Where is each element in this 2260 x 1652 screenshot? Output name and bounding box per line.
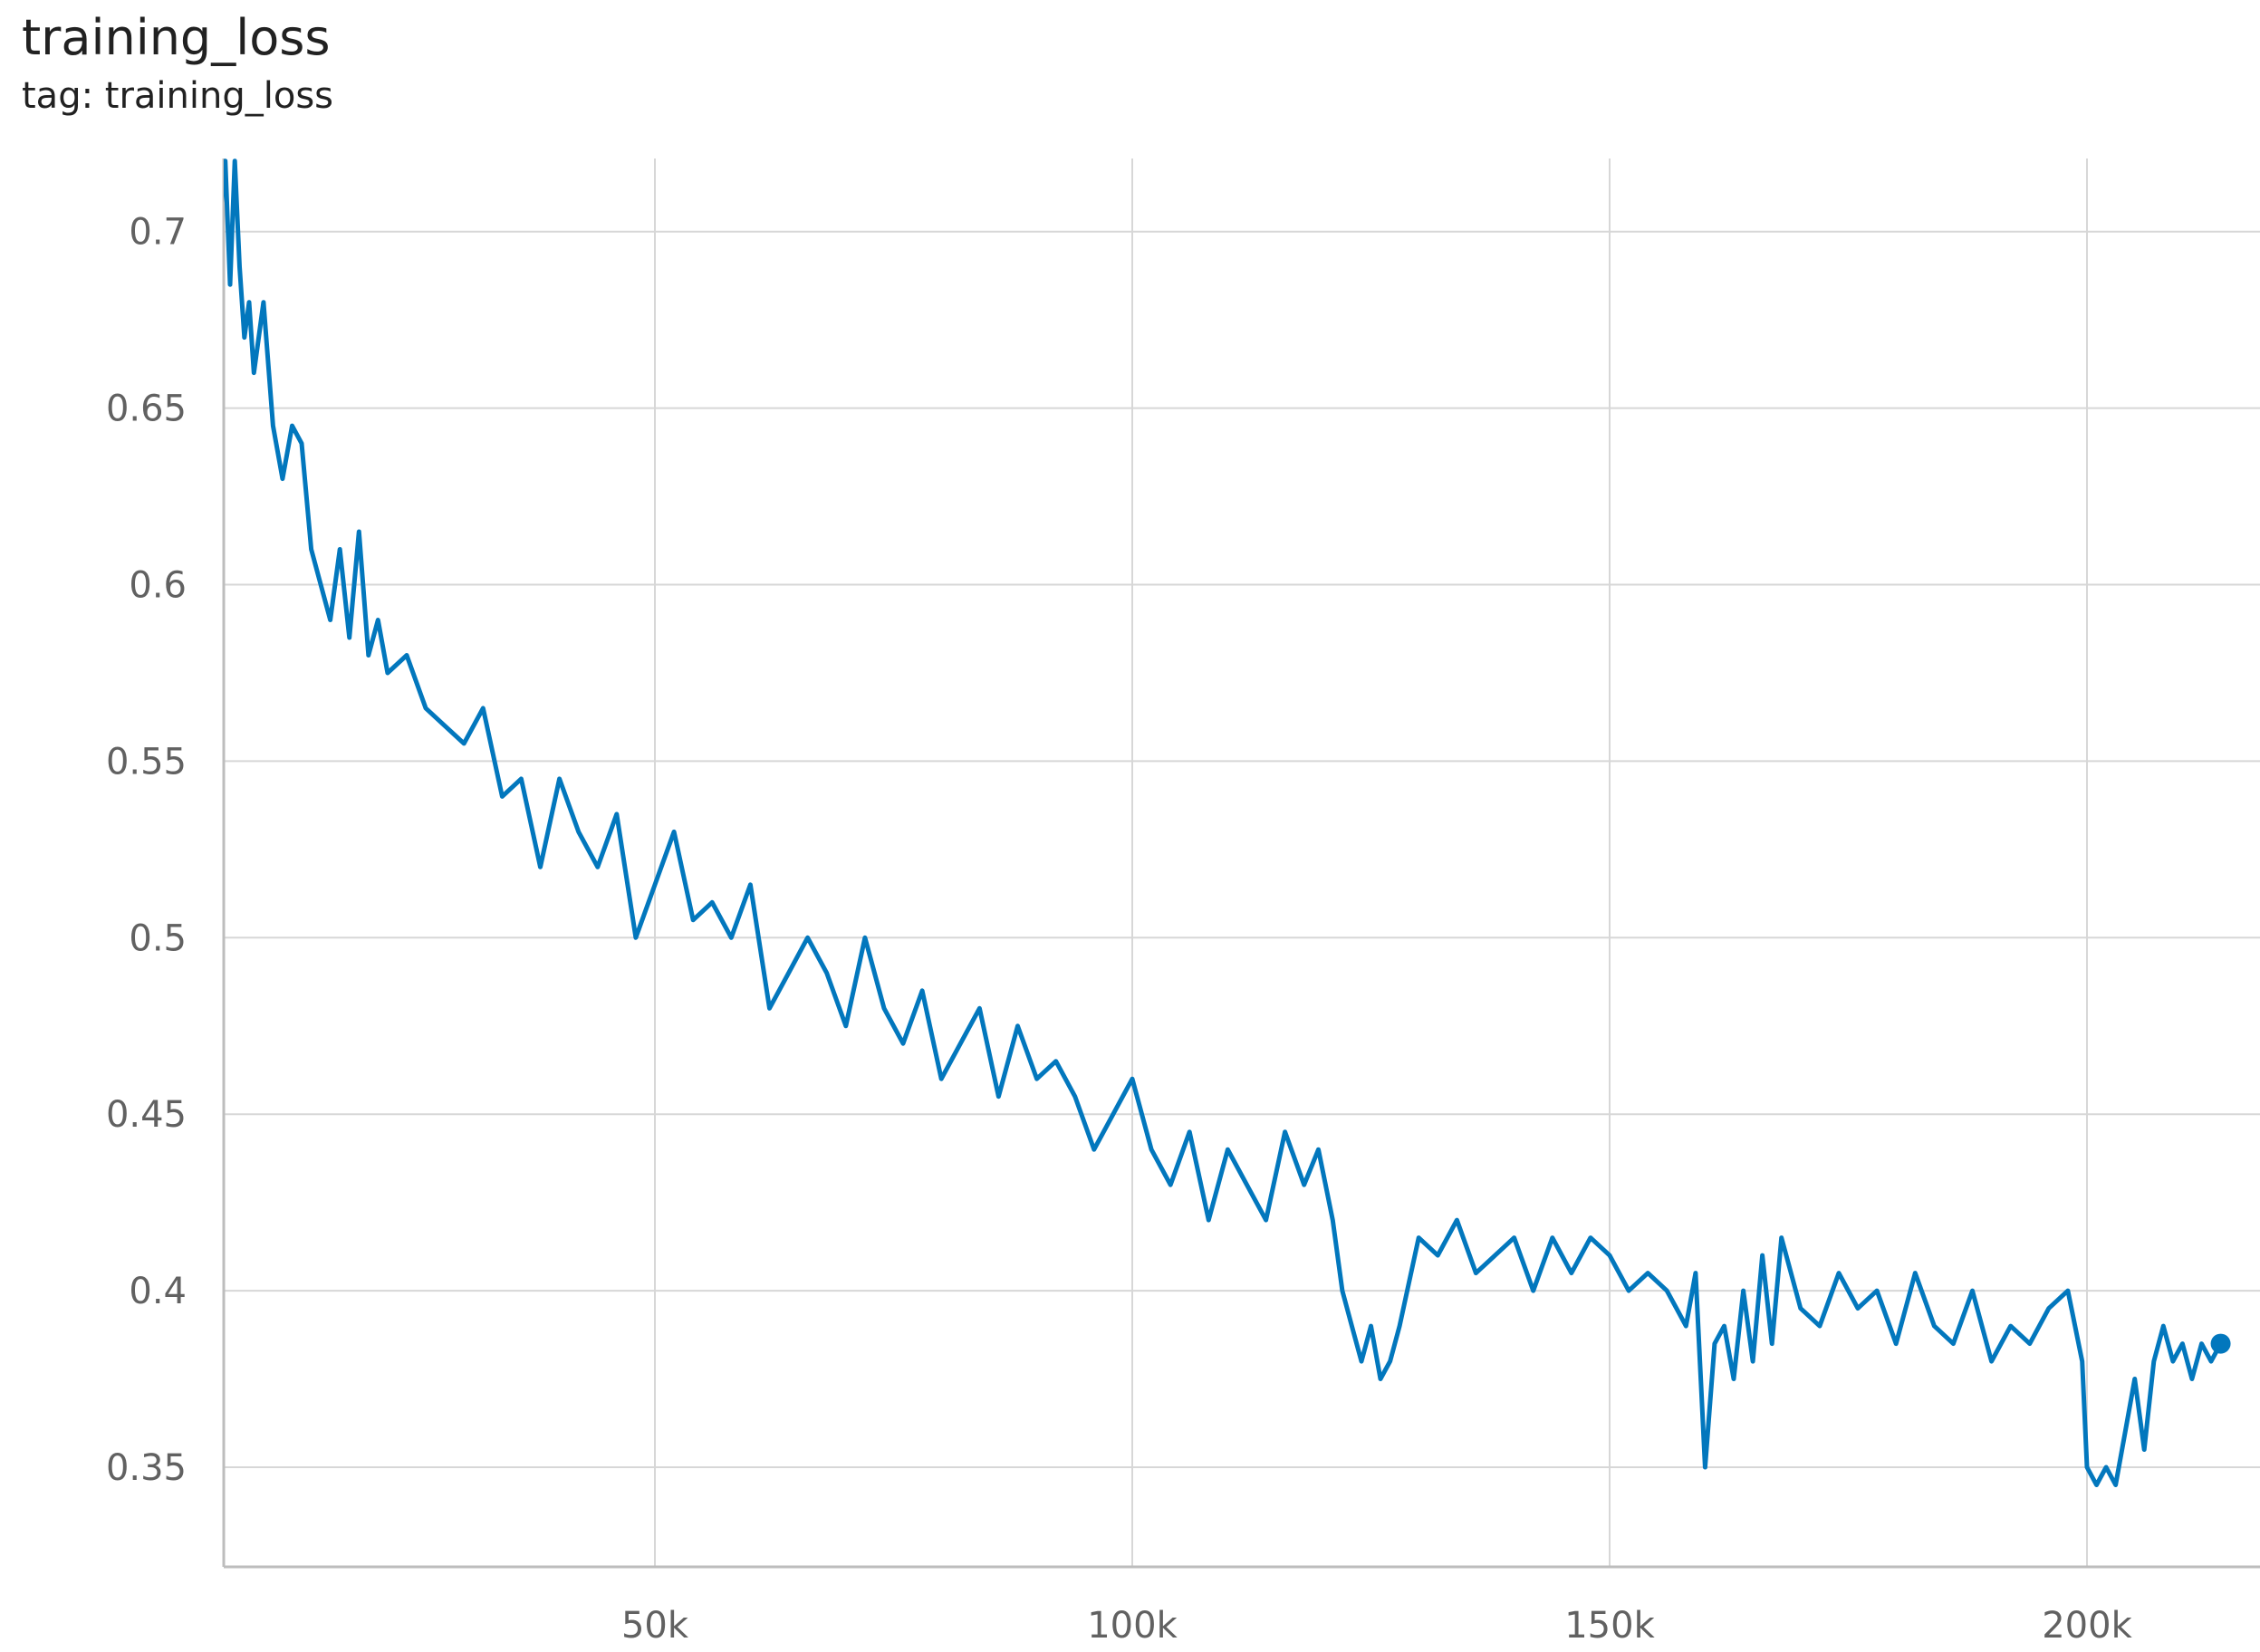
y-tick-label: 0.65 [106,389,187,430]
y-tick-label: 0.5 [129,917,187,959]
y-tick-label: 0.6 [129,565,187,607]
gridlines [224,158,2260,1567]
chart-subtitle: tag: training_loss [22,75,334,117]
x-tick-label: 150k [1564,1605,1655,1647]
series-layer [224,158,2231,1487]
x-tick-label: 200k [2042,1605,2132,1647]
y-tick-label: 0.45 [106,1094,187,1136]
series-line-training-loss [224,158,2224,1487]
y-tick-label: 0.7 [129,212,187,254]
y-tick-label: 0.55 [106,741,187,783]
y-tick-label: 0.35 [106,1447,187,1489]
y-tick-label: 0.4 [129,1271,187,1312]
last-point-marker[interactable] [2210,1333,2231,1354]
x-tick-label: 50k [621,1605,689,1647]
chart-title: training_loss [22,9,331,66]
tick-labels: 0.35 0.4 0.45 0.5 0.55 0.6 0.65 0.7 50k 100k 150k 2… [106,212,2133,1647]
x-tick-label: 100k [1087,1605,1178,1647]
